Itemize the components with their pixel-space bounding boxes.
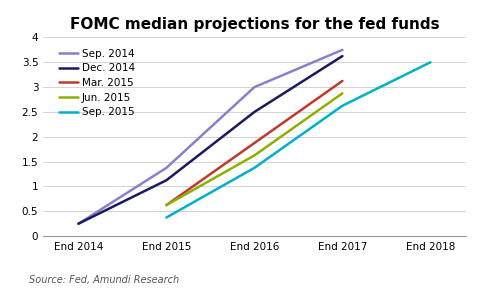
Sep. 2015 [164, 216, 169, 219]
Dec. 2014 [252, 110, 257, 114]
Dec. 2014 [164, 179, 169, 182]
Sep. 2014 [75, 222, 81, 226]
Legend: Sep. 2014, Dec. 2014, Mar. 2015, Jun. 2015, Sep. 2015: Sep. 2014, Dec. 2014, Mar. 2015, Jun. 20… [57, 47, 137, 120]
Dec. 2014 [339, 54, 345, 58]
Line: Sep. 2014: Sep. 2014 [78, 50, 342, 224]
Mar. 2015 [252, 141, 257, 145]
Line: Jun. 2015: Jun. 2015 [167, 93, 342, 205]
Line: Dec. 2014: Dec. 2014 [78, 56, 342, 224]
Mar. 2015 [164, 203, 169, 207]
Sep. 2015 [428, 60, 433, 64]
Sep. 2015 [252, 166, 257, 170]
Sep. 2014 [252, 86, 257, 89]
Sep. 2014 [164, 166, 169, 170]
Text: Source: Fed, Amundi Research: Source: Fed, Amundi Research [29, 275, 179, 285]
Jun. 2015 [164, 203, 169, 207]
Line: Sep. 2015: Sep. 2015 [167, 62, 431, 217]
Sep. 2014 [339, 48, 345, 52]
Dec. 2014 [75, 222, 81, 226]
Title: FOMC median projections for the fed funds: FOMC median projections for the fed fund… [70, 17, 439, 32]
Mar. 2015 [339, 79, 345, 83]
Jun. 2015 [252, 154, 257, 157]
Jun. 2015 [339, 92, 345, 95]
Line: Mar. 2015: Mar. 2015 [167, 81, 342, 205]
Sep. 2015 [339, 104, 345, 107]
